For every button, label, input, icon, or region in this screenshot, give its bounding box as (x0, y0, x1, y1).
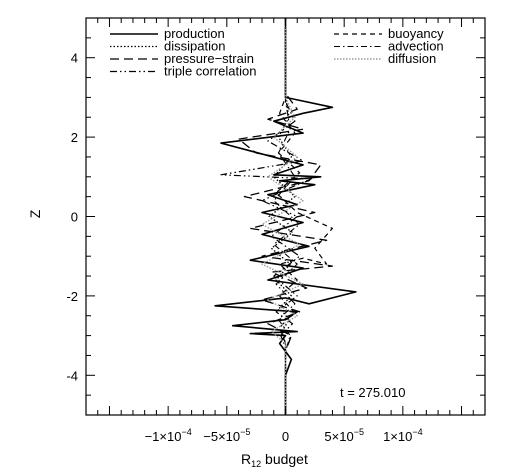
series-line-triple-correlation (220, 18, 312, 415)
x-tick-label: 1×10−4 (383, 427, 423, 444)
plot-frame (85, 17, 486, 416)
series-line-buoyancy (275, 18, 333, 415)
x-tick-label: −5×10−5 (203, 427, 250, 444)
legend-label: diffusion (388, 51, 436, 66)
x-tick-label: 0 (282, 429, 289, 444)
legend-label: triple correlation (164, 64, 257, 79)
x-axis-title-rest: budget (261, 451, 308, 467)
y-tick-label: 2 (71, 130, 78, 145)
legend-label: dissipation (164, 39, 225, 54)
legend: productiondissipationpressure−straintrip… (110, 26, 444, 79)
legend-label: pressure−strain (164, 51, 254, 66)
legend-label: buoyancy (388, 26, 444, 41)
legend-label: advection (388, 39, 444, 54)
legend-left: productiondissipationpressure−straintrip… (110, 26, 257, 79)
time-annotation: t = 275.010 (340, 385, 405, 400)
x-axis-title-sub: 12 (251, 459, 261, 469)
y-tick-label: -2 (66, 289, 78, 304)
y-tick-label: 4 (71, 51, 78, 66)
x-tick-label: −1×10−4 (145, 427, 192, 444)
series-layer (214, 18, 357, 415)
legend-label: production (164, 26, 225, 41)
x-axis-title-main: R (241, 451, 251, 467)
series-line-advection (273, 18, 301, 415)
x-tick-label: 5×10−5 (324, 427, 364, 444)
series-line-production (214, 18, 357, 415)
y-tick-label: 0 (71, 210, 78, 225)
y-axis-title: Z (27, 209, 43, 218)
series-line-pressure-strain (237, 18, 334, 415)
series-line-diffusion (261, 18, 304, 415)
y-tick-label: -4 (66, 368, 78, 383)
x-axis-title: R12 budget (241, 451, 308, 469)
ticks-layer: -4 -2 0 2 4 −1×10−4 −5×10−5 0 5×10−5 1×10−4 (66, 17, 485, 444)
series-line-dissipation (268, 18, 296, 415)
